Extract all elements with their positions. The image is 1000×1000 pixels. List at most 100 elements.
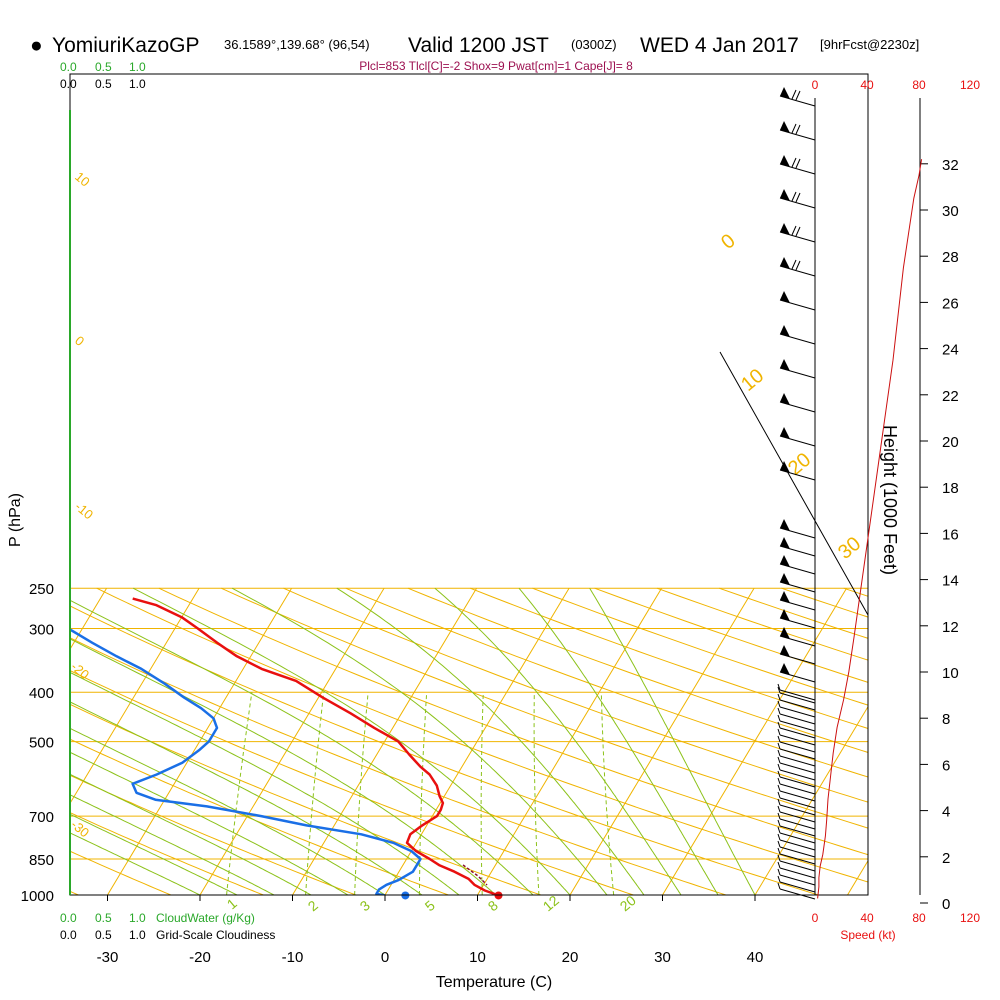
isotherm-line bbox=[199, 587, 385, 895]
wind-barb bbox=[779, 427, 816, 447]
wind-barb bbox=[777, 805, 816, 823]
speed-tick: 120 bbox=[960, 78, 980, 92]
station-coords: 36.1589°,139.68° (96,54) bbox=[224, 37, 370, 52]
isotherm-line bbox=[477, 587, 663, 895]
height-tick-label: 26 bbox=[942, 295, 959, 312]
mixing-ratio-line bbox=[480, 692, 484, 895]
dry-adiabat bbox=[220, 587, 868, 829]
x-tick-label: -20 bbox=[189, 949, 211, 966]
height-tick-label: 4 bbox=[942, 804, 950, 821]
plot-frame bbox=[69, 73, 869, 896]
pressure-tick-label: 1000 bbox=[21, 888, 54, 905]
wind-speed-profile bbox=[817, 159, 923, 899]
cloud-water-tick: 0.0 bbox=[60, 911, 77, 925]
axes: -30 -20 -10 0 10 20 30 402503004005007008501000… bbox=[21, 73, 959, 966]
wind-barb bbox=[779, 87, 816, 107]
wind-barb bbox=[777, 770, 816, 788]
dry-adiabat bbox=[70, 850, 172, 895]
speed-scale-bottom: 0 40 80 120 Speed (kt) bbox=[812, 911, 981, 942]
pressure-tick-label: 400 bbox=[29, 685, 54, 702]
speed-tick: 80 bbox=[912, 78, 926, 92]
height-tick-label: 14 bbox=[942, 573, 959, 590]
pressure-tick-label: 250 bbox=[29, 581, 54, 598]
wind-barb bbox=[779, 519, 816, 539]
wind-barb bbox=[777, 791, 816, 809]
dry-adiabat bbox=[96, 587, 868, 883]
mixing-ratio-line bbox=[600, 692, 615, 895]
wind-barb bbox=[777, 707, 816, 725]
cloud-water-tick: 1.0 bbox=[129, 911, 146, 925]
pressure-tick-label: 300 bbox=[29, 622, 54, 639]
wind-barb bbox=[779, 591, 816, 611]
speed-scale-top: 0 40 80 120 bbox=[812, 78, 981, 92]
cloud-water-label: CloudWater (g/Kg) bbox=[156, 911, 255, 925]
wind-barb bbox=[777, 840, 816, 858]
wind-barb bbox=[779, 573, 816, 593]
x-tick-label: 30 bbox=[654, 949, 671, 966]
isotherm-line bbox=[70, 587, 200, 805]
cloud-cover-tick: 1.0 bbox=[129, 928, 146, 942]
wind-barb bbox=[777, 826, 816, 844]
dry-adiabat-label: 0 bbox=[72, 333, 87, 349]
wind-barb bbox=[777, 868, 816, 886]
wind-barb bbox=[777, 714, 816, 732]
moist-adiabat bbox=[336, 587, 645, 895]
wind-barb bbox=[779, 645, 816, 665]
speed-tick: 120 bbox=[960, 911, 980, 925]
mixing-ratio-label: 8 bbox=[485, 897, 501, 914]
moist-adiabat bbox=[434, 587, 682, 895]
forecast-tag: [9hrFcst@2230z] bbox=[820, 37, 919, 52]
height-tick-label: 20 bbox=[942, 434, 959, 451]
moist-adiabat bbox=[70, 773, 312, 895]
height-tick-label: 8 bbox=[942, 711, 950, 728]
moist-adiabat bbox=[231, 587, 608, 895]
wind-barb bbox=[779, 121, 816, 141]
dry-adiabat-label: 10 bbox=[72, 169, 93, 190]
wind-barbs bbox=[777, 87, 816, 900]
moist-adiabat-label: 30 bbox=[834, 533, 865, 564]
cloud-cover-tick: 0.5 bbox=[95, 77, 112, 91]
wind-barb bbox=[779, 189, 816, 209]
moist-adiabat bbox=[518, 587, 719, 895]
valid-time: Valid 1200 JST bbox=[408, 34, 549, 57]
x-tick-label: 20 bbox=[562, 949, 579, 966]
wind-barb bbox=[779, 155, 816, 175]
mixing-ratio-line bbox=[533, 692, 540, 895]
isotherm-line bbox=[292, 587, 478, 895]
cloud-cover-tick: 0.0 bbox=[60, 77, 77, 91]
dry-adiabat bbox=[345, 587, 868, 778]
wind-barb bbox=[779, 223, 816, 243]
mixing-ratio-label: 5 bbox=[422, 897, 438, 914]
dry-adiabat bbox=[470, 587, 868, 730]
wind-barb bbox=[779, 325, 816, 345]
x-axis-label: Temperature (C) bbox=[436, 974, 552, 991]
wind-barb bbox=[777, 777, 816, 795]
height-tick-label: 22 bbox=[942, 388, 959, 405]
isotherm-line bbox=[754, 705, 868, 895]
mixing-ratio-label: 3 bbox=[357, 897, 373, 914]
wind-barb bbox=[777, 812, 816, 830]
moist-adiabat bbox=[70, 813, 238, 895]
wind-barb bbox=[779, 627, 816, 647]
wind-barb bbox=[779, 555, 816, 575]
valid-date: WED 4 Jan 2017 bbox=[640, 34, 799, 57]
wind-barb bbox=[779, 257, 816, 277]
dry-adiabat-label: -10 bbox=[72, 499, 96, 523]
wind-barb bbox=[777, 728, 816, 746]
header-bullet: ● bbox=[30, 34, 43, 57]
isotherm-line bbox=[107, 587, 293, 895]
speed-tick: 40 bbox=[860, 911, 874, 925]
station-name: YomiuriKazoGP bbox=[52, 34, 199, 57]
height-tick-label: 28 bbox=[942, 249, 959, 266]
wind-barb bbox=[777, 854, 816, 872]
wind-barb bbox=[777, 784, 816, 802]
mixing-ratio-label: 2 bbox=[305, 897, 321, 914]
wind-barb bbox=[777, 819, 816, 837]
temperature-line bbox=[132, 597, 499, 895]
cloud-water-tick: 0.5 bbox=[95, 911, 112, 925]
cloud-water-tick: 0.0 bbox=[60, 60, 77, 74]
moist-adiabat bbox=[70, 638, 497, 895]
wind-barb bbox=[777, 833, 816, 851]
isotherm-line bbox=[70, 587, 108, 651]
